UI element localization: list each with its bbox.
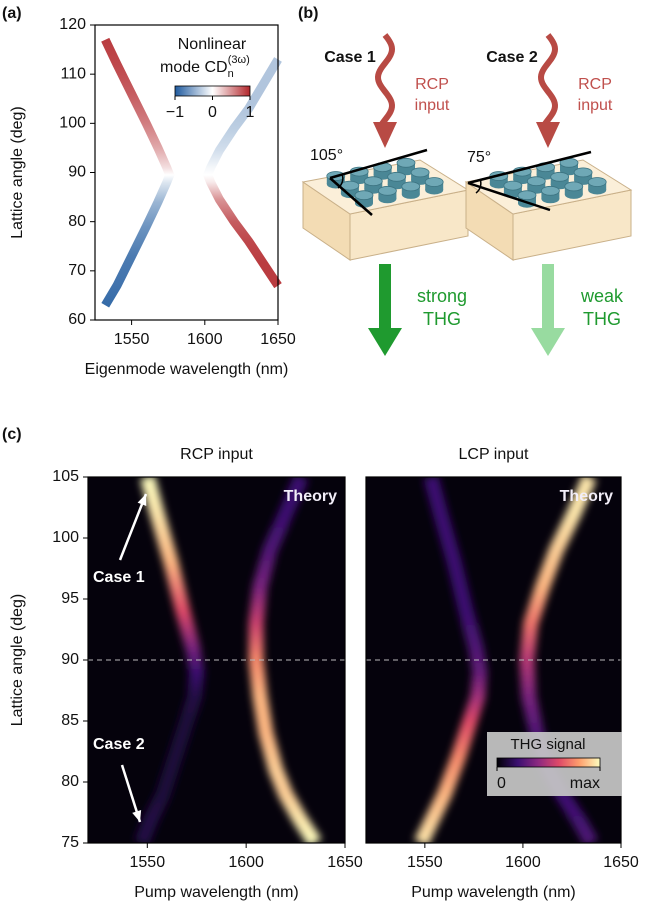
colorbar-label: mode CDn (3ω) [160,54,250,80]
chart: 1550 1600 1650 60 70 80 90 100 110 120 Eigenmode w… [2,5,296,378]
output-label: strong [417,286,467,306]
annotation: Theory [560,488,613,505]
input-arrow [541,35,555,125]
pillar-top [565,182,583,191]
pillar-top [411,168,429,177]
output-label: weak [580,286,624,306]
colorbar-tick-label: 1 [246,104,255,121]
angle-label: 75° [467,149,491,166]
colorbar-label: THG signal [510,736,585,753]
x-tick-label: 1600 [505,854,541,871]
pillar-top [388,172,406,181]
y-tick-label: 110 [60,65,86,82]
pillar-top [588,178,606,187]
colorbar [175,86,250,96]
pillar-top [551,172,569,181]
y-tick-label: 85 [61,712,79,729]
colorbar-tick-label: 0 [497,775,506,792]
panel-label: (c) [2,426,22,443]
pillar-top [402,182,420,191]
input-arrow-head [373,122,397,148]
y-tick-label: 70 [68,262,86,279]
x-axis-label: Eigenmode wavelength (nm) [85,361,289,378]
y-tick-label: 60 [68,311,86,328]
figure: (b) Case 1 Case 2 RCP input RCP input 10… [0,0,647,913]
y-axis-label: Lattice angle (deg) [9,594,26,727]
pillar-top [364,177,382,186]
colorbar-tick-label: max [570,775,600,792]
x-tick-label: 1650 [327,854,363,871]
case-title: Case 2 [486,49,538,66]
output-arrow [542,264,554,330]
x-tick-label: 1650 [603,854,639,871]
plot-area [105,40,278,306]
colorbar-tick-label: 0 [208,104,217,121]
output-label: THG [423,309,461,329]
y-tick-label: 75 [61,834,79,851]
y-tick-label: 95 [61,590,79,607]
input-arrow-head [536,122,560,148]
panel-label: (b) [298,5,318,22]
output-arrow [379,264,391,330]
pillar-top [518,191,536,200]
colorbar-label: Nonlinear [178,36,247,53]
panel-label: (a) [2,5,22,22]
y-tick-label: 90 [68,164,86,181]
x-axis-label: Pump wavelength (nm) [411,884,576,901]
colorbar-label-sub: n [228,68,234,80]
chart: 1550 1600 1650 75 80 85 90 95 100 105 Pump wavelen… [2,426,363,901]
annotation: Theory [284,488,337,505]
case-annotation: Case 2 [93,736,145,753]
x-tick-label: 1600 [228,854,264,871]
output-label: THG [583,309,621,329]
input-label: RCP [578,76,612,93]
mode-branch [105,40,169,306]
x-axis-label: Pump wavelength (nm) [134,884,299,901]
pillar-top [527,177,545,186]
pillar-top [574,168,592,177]
pillar-top [541,186,559,195]
colorbar-tick-label: −1 [166,104,184,121]
x-tick-label: 1550 [114,331,150,348]
input-label: RCP [415,76,449,93]
pillar-top [504,181,522,190]
output-arrow-head [368,328,402,356]
x-tick-label: 1550 [130,854,166,871]
input-label: input [578,97,613,114]
chart-title: LCP input [459,446,530,463]
diagram: Case 1 Case 2 RCP input RCP input 105° 7… [303,35,631,356]
y-tick-label: 80 [61,773,79,790]
pillar-top [425,178,443,187]
chart-title: RCP input [180,446,253,463]
x-tick-label: 1650 [260,331,296,348]
case-annotation: Case 1 [93,569,145,586]
pillar-top [378,186,396,195]
colorbar-label-part: mode CD [160,59,228,76]
output-arrow-head [531,328,565,356]
y-tick-label: 90 [61,651,79,668]
y-tick-label: 80 [68,213,86,230]
input-label: input [415,97,450,114]
y-tick-label: 100 [59,115,86,132]
x-tick-label: 1600 [187,331,223,348]
pillar-top [355,191,373,200]
chart: 1550 1600 1650 Pump wavelength (nm) LCP inpu… [366,446,639,901]
colorbar [497,758,600,767]
y-tick-label: 100 [52,529,79,546]
y-axis-label: Lattice angle (deg) [9,106,26,239]
input-arrow [378,35,392,125]
y-tick-label: 105 [52,468,79,485]
colorbar-label-sup: (3ω) [228,54,250,66]
angle-label: 105° [310,147,343,164]
case-title: Case 1 [324,49,376,66]
x-tick-label: 1550 [407,854,443,871]
pillar-top [397,158,415,167]
y-tick-label: 120 [59,16,86,33]
